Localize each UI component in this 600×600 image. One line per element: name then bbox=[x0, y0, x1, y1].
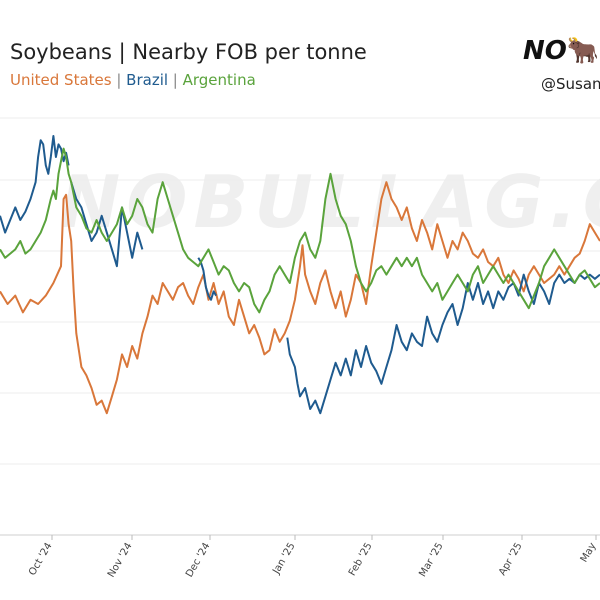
chart-title: Soybeans | Nearby FOB per tonne bbox=[10, 40, 367, 64]
x-tick-label: Nov '24 bbox=[106, 541, 135, 580]
legend-separator-2: | bbox=[168, 71, 183, 89]
x-axis: Oct '24 Nov '24 Dec '24 Jan '25 Feb '25 Mar '… bbox=[27, 535, 599, 580]
legend-brazil: Brazil bbox=[126, 71, 169, 89]
grid bbox=[0, 117, 600, 536]
x-tick-label: Apr '25 bbox=[497, 541, 525, 578]
x-tick-label: Dec '24 bbox=[184, 541, 213, 579]
x-tick-label: Jan '25 bbox=[271, 541, 298, 577]
twitter-handle: @Susan bbox=[541, 75, 600, 93]
x-tick-label: May bbox=[579, 541, 599, 564]
x-tick-label: Mar '25 bbox=[417, 541, 445, 579]
series-line-united-states bbox=[0, 181, 600, 415]
x-tick-label: Feb '25 bbox=[347, 541, 375, 578]
legend-separator-1: | bbox=[111, 71, 127, 89]
chart-subtitle: United States | Brazil | Argentina bbox=[10, 71, 256, 89]
legend-united-states: United States bbox=[10, 71, 112, 89]
series-line-brazil bbox=[0, 135, 600, 415]
logo: NO🐂 bbox=[523, 36, 599, 66]
legend-argentina: Argentina bbox=[182, 71, 256, 89]
series-line-argentina bbox=[0, 147, 600, 314]
logo-text: NO bbox=[523, 36, 567, 66]
x-tick-label: Oct '24 bbox=[27, 541, 55, 578]
series-lines bbox=[0, 135, 600, 415]
bull-icon: 🐂 bbox=[566, 36, 600, 66]
